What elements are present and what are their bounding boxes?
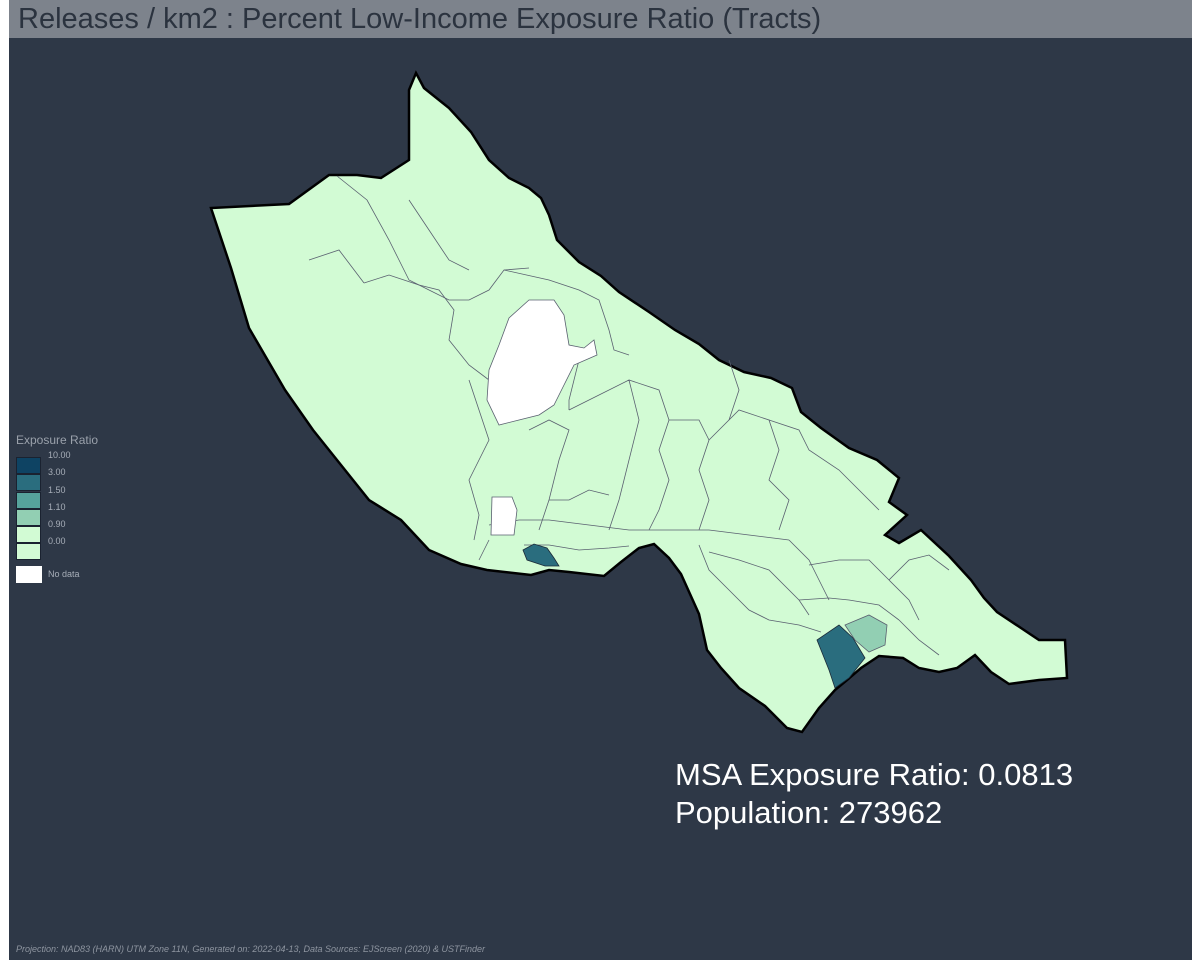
map-frame: Releases / km2 : Percent Low-Income Expo…: [9, 0, 1192, 960]
legend-class-label: 1.10: [48, 502, 66, 513]
legend-class: 1.50: [16, 492, 136, 509]
legend-class: 10.00: [16, 457, 136, 474]
legend-class-label: 0.90: [48, 519, 66, 530]
legend-swatch: [16, 509, 41, 526]
legend-class-label: 1.50: [48, 485, 66, 496]
legend-swatch: [16, 457, 41, 474]
legend-class-label: 3.00: [48, 467, 66, 478]
footer-credits: Projection: NAD83 (HARN) UTM Zone 11N, G…: [16, 944, 485, 954]
msa-exposure-ratio: MSA Exposure Ratio: 0.0813: [675, 756, 1073, 794]
legend-swatch: [16, 526, 41, 543]
no-data-tract-south: [491, 497, 517, 535]
legend: Exposure Ratio 10.00 3.00 1.50 1.10 0.90 0.00…: [16, 433, 136, 583]
legend-class-label: 0.00: [48, 536, 66, 547]
legend-swatch: [16, 492, 41, 509]
population-text: Population: 273962: [675, 794, 1073, 832]
legend-no-data: No data: [16, 566, 136, 583]
county-outline: [211, 73, 1067, 732]
legend-title: Exposure Ratio: [16, 433, 136, 448]
legend-class: 1.10: [16, 509, 136, 526]
map-title: Releases / km2 : Percent Low-Income Expo…: [18, 2, 821, 36]
legend-swatch: [16, 543, 41, 560]
legend-class: 3.00: [16, 474, 136, 491]
legend-swatch: [16, 474, 41, 491]
legend-class-label: 10.00: [48, 450, 71, 461]
no-data-label: No data: [48, 569, 80, 579]
legend-classes: 10.00 3.00 1.50 1.10 0.90 0.00: [16, 457, 136, 561]
summary-stats: MSA Exposure Ratio: 0.0813 Population: 2…: [675, 756, 1073, 832]
legend-class: 0.00: [16, 543, 136, 560]
no-data-swatch: [16, 566, 42, 583]
title-bar: Releases / km2 : Percent Low-Income Expo…: [9, 0, 1192, 38]
legend-class: 0.90: [16, 526, 136, 543]
